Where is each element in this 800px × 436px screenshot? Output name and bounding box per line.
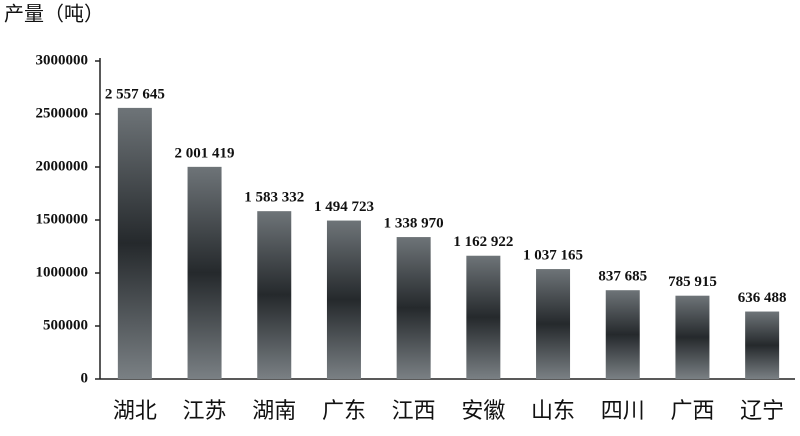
bar <box>257 211 292 379</box>
x-tick-label: 江西 <box>392 398 436 423</box>
value-label: 1 162 922 <box>453 234 513 250</box>
value-label: 1 037 165 <box>523 247 583 263</box>
value-label: 636 488 <box>738 290 787 306</box>
value-label: 785 915 <box>668 274 717 290</box>
bar <box>745 311 780 379</box>
value-label: 2 557 645 <box>105 86 165 102</box>
x-tick-label: 广东 <box>322 398 366 423</box>
y-tick-label: 3000000 <box>36 52 89 68</box>
x-tick-label: 江苏 <box>183 398 227 423</box>
value-label: 837 685 <box>598 269 647 285</box>
value-label: 1 494 723 <box>314 199 374 215</box>
x-tick-label: 山东 <box>531 398 575 423</box>
value-label: 1 338 970 <box>384 216 444 232</box>
y-tick-label: 1000000 <box>36 264 89 280</box>
y-tick-label: 500000 <box>43 317 88 333</box>
x-tick-label: 辽宁 <box>740 398 784 423</box>
value-label: 2 001 419 <box>175 145 235 161</box>
x-tick-label: 广西 <box>670 398 714 423</box>
bar <box>605 290 640 379</box>
bar <box>466 255 501 379</box>
y-tick-label: 2000000 <box>36 158 89 174</box>
y-axis-label: 产量（吨） <box>4 3 104 26</box>
bar <box>326 220 361 379</box>
bar <box>187 166 222 379</box>
x-tick-label: 四川 <box>601 398 645 423</box>
y-tick-label: 2500000 <box>36 105 89 121</box>
x-tick-label: 湖南 <box>252 398 296 423</box>
bar <box>117 107 152 379</box>
bar <box>396 237 431 379</box>
value-label: 1 583 332 <box>244 190 304 206</box>
bar <box>675 295 710 379</box>
bar <box>536 269 571 379</box>
y-tick-label: 0 <box>81 370 89 386</box>
x-tick-label: 安徽 <box>461 398 505 423</box>
x-tick-label: 湖北 <box>113 398 157 423</box>
y-tick-label: 1500000 <box>36 211 89 227</box>
